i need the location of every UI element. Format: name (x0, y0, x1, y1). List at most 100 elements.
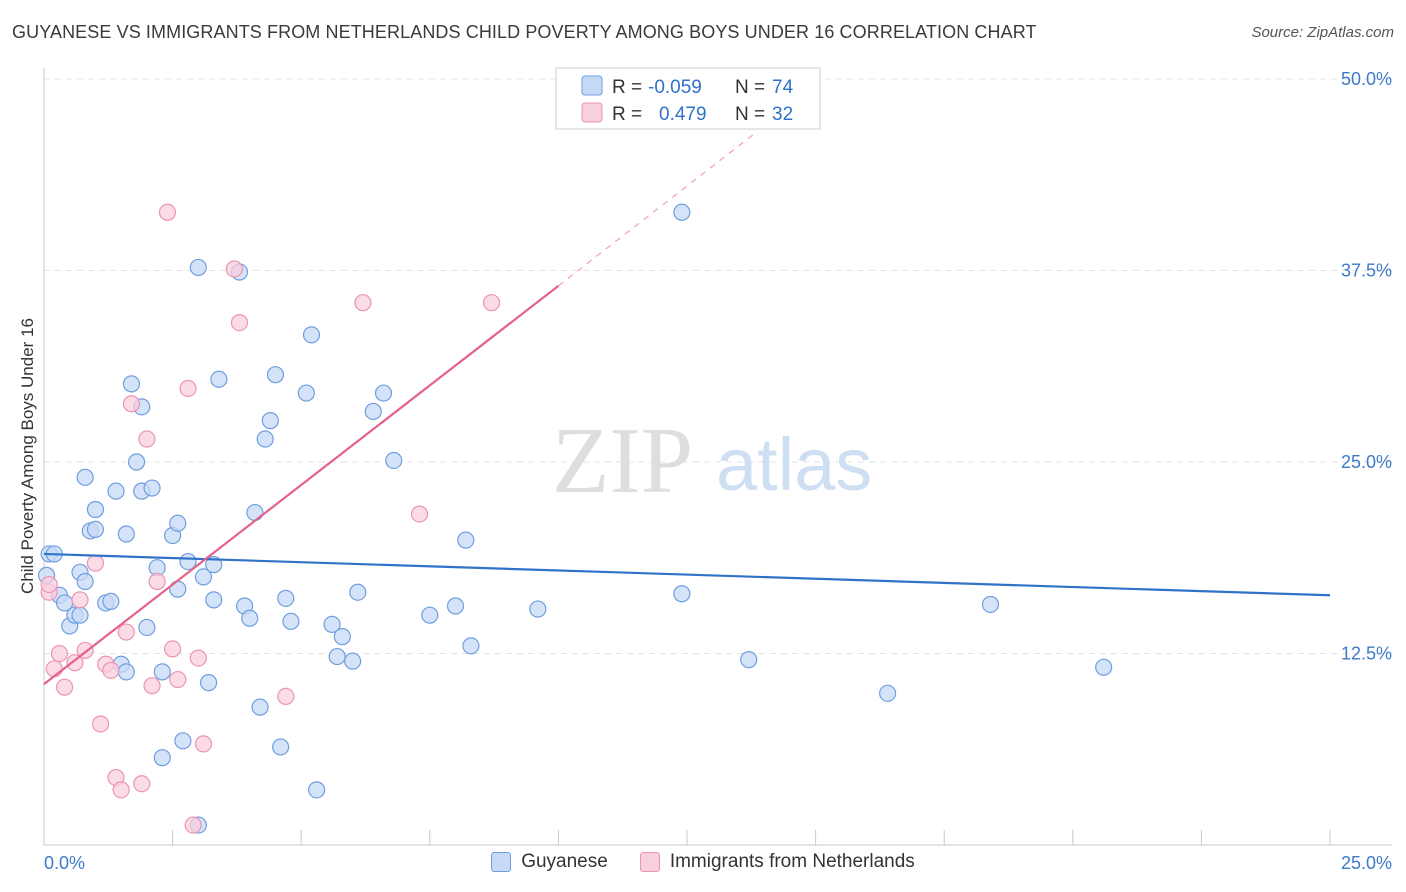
point-netherlands (86, 554, 105, 572)
x-tick-label-min: 0.0% (44, 853, 85, 873)
stats-legend: R = -0.059 N = 74 R = 0.479 N = 32 (555, 67, 821, 130)
point-netherlands (179, 379, 197, 398)
point-guyanese (740, 651, 758, 669)
point-netherlands (66, 654, 84, 672)
point-netherlands (225, 260, 243, 278)
point-netherlands (50, 644, 69, 663)
legend-n-value-2: 32 (772, 104, 793, 125)
point-guyanese (462, 637, 480, 655)
point-guyanese (261, 412, 279, 430)
point-netherlands (102, 661, 120, 679)
point-guyanese (102, 592, 120, 611)
point-netherlands (117, 623, 135, 641)
point-guyanese (117, 525, 135, 543)
point-guyanese (127, 453, 146, 471)
trend-line-netherlands-extension (558, 133, 755, 287)
legend-r-label-1: R = (612, 77, 642, 98)
source-label: Source: ZipAtlas.com (1251, 24, 1394, 41)
legend-label-netherlands: Immigrants from Netherlands (669, 851, 915, 872)
legend-n-label-1: N = (735, 77, 765, 98)
point-netherlands (169, 670, 187, 689)
chart-title: GUYANESE VS IMMIGRANTS FROM NETHERLANDS … (12, 22, 1037, 42)
point-guyanese (210, 370, 228, 388)
y-tick-label: 50.0% (1341, 69, 1392, 89)
y-tick-label: 25.0% (1341, 452, 1392, 472)
point-netherlands (164, 640, 182, 658)
point-guyanese (446, 597, 465, 615)
point-guyanese (282, 612, 300, 630)
point-guyanese (153, 663, 171, 681)
point-netherlands (91, 715, 110, 733)
legend-r-value-2: 0.479 (659, 104, 707, 125)
point-guyanese (302, 326, 321, 344)
legend-r-value-1: -0.059 (648, 77, 702, 98)
point-guyanese (107, 482, 125, 500)
point-guyanese (297, 384, 315, 402)
axes (43, 68, 1392, 846)
point-netherlands (158, 203, 177, 221)
point-guyanese (673, 585, 691, 603)
point-guyanese (364, 402, 382, 421)
point-netherlands (148, 572, 166, 591)
point-guyanese (71, 606, 89, 624)
point-netherlands (277, 687, 295, 705)
trend-lines (43, 133, 1331, 686)
point-guyanese (174, 732, 192, 750)
point-guyanese (143, 479, 161, 497)
point-netherlands (482, 294, 501, 312)
point-guyanese (981, 595, 1000, 614)
point-netherlands (230, 313, 249, 332)
point-guyanese (385, 451, 403, 470)
point-netherlands (143, 677, 161, 695)
gridlines (44, 78, 1392, 654)
point-netherlands (122, 395, 141, 413)
point-guyanese (333, 628, 351, 646)
point-netherlands (55, 678, 74, 696)
point-guyanese (169, 514, 187, 532)
point-guyanese (256, 430, 274, 448)
point-guyanese (1095, 658, 1113, 676)
point-guyanese (138, 618, 156, 637)
watermark-atlas: atlas (716, 423, 872, 506)
y-axis-label: Child Poverty Among Boys Under 16 (18, 318, 37, 594)
point-netherlands (410, 505, 429, 523)
legend-item-netherlands: Immigrants from Netherlands (639, 851, 915, 873)
y-tick-label: 37.5% (1341, 261, 1392, 281)
legend-swatch-netherlands (581, 102, 603, 123)
point-netherlands (189, 649, 207, 667)
point-guyanese (200, 674, 218, 692)
point-guyanese (349, 583, 367, 601)
point-guyanese (272, 738, 290, 756)
data-points (37, 203, 1113, 834)
point-guyanese (241, 609, 259, 627)
point-guyanese (122, 375, 141, 393)
point-netherlands (133, 775, 151, 793)
point-netherlands (40, 575, 58, 594)
point-guyanese (189, 258, 207, 277)
point-guyanese (328, 647, 346, 666)
point-guyanese (86, 500, 105, 519)
point-netherlands (194, 735, 213, 753)
point-guyanese (205, 591, 223, 609)
point-guyanese (323, 615, 341, 633)
point-guyanese (117, 663, 135, 681)
series-legend: Guyanese Immigrants from Netherlands (0, 851, 1406, 873)
point-guyanese (374, 384, 393, 402)
point-guyanese (76, 468, 94, 486)
point-guyanese (879, 684, 897, 702)
legend-item-guyanese: Guyanese (491, 851, 608, 873)
point-netherlands (184, 816, 202, 834)
point-guyanese (529, 600, 547, 618)
legend-label-guyanese: Guyanese (521, 851, 608, 872)
legend-swatch-guyanese (581, 75, 603, 96)
point-guyanese (421, 606, 439, 624)
point-netherlands (71, 591, 89, 609)
legend-n-value-1: 74 (772, 77, 794, 98)
point-guyanese (86, 520, 105, 539)
trend-line-netherlands (43, 284, 560, 686)
point-guyanese (205, 556, 223, 574)
point-guyanese (457, 531, 475, 549)
x-tick-label-max: 25.0% (1341, 853, 1392, 873)
point-guyanese (153, 749, 171, 767)
